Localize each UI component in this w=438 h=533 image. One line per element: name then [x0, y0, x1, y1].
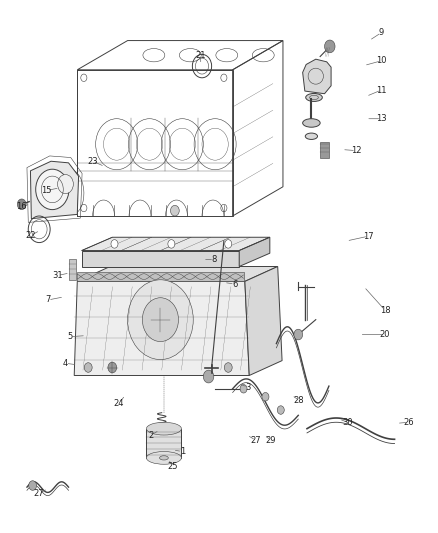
- Circle shape: [35, 169, 69, 209]
- Text: 30: 30: [342, 418, 352, 427]
- Polygon shape: [302, 59, 330, 94]
- Ellipse shape: [146, 451, 181, 464]
- Ellipse shape: [305, 93, 321, 101]
- Circle shape: [240, 384, 247, 393]
- Text: 27: 27: [33, 489, 44, 498]
- Text: 26: 26: [403, 418, 413, 427]
- Text: 9: 9: [378, 28, 383, 37]
- Text: 16: 16: [16, 203, 27, 212]
- Circle shape: [142, 298, 178, 342]
- Text: 4: 4: [63, 359, 68, 368]
- Text: 27: 27: [250, 436, 261, 445]
- Text: 11: 11: [375, 85, 386, 94]
- Polygon shape: [81, 251, 239, 266]
- Text: 18: 18: [379, 305, 389, 314]
- Polygon shape: [81, 237, 269, 251]
- Ellipse shape: [304, 133, 317, 140]
- Circle shape: [127, 280, 193, 360]
- Ellipse shape: [302, 119, 319, 127]
- Text: 25: 25: [167, 463, 177, 471]
- Text: 31: 31: [52, 271, 63, 280]
- Circle shape: [111, 240, 118, 248]
- Text: 20: 20: [379, 330, 389, 339]
- Text: 6: 6: [232, 279, 237, 288]
- Text: 13: 13: [375, 114, 386, 123]
- Circle shape: [57, 174, 73, 193]
- Text: 24: 24: [113, 399, 124, 408]
- Text: 22: 22: [25, 231, 35, 240]
- Text: 8: 8: [211, 255, 216, 264]
- Text: 2: 2: [148, 431, 153, 440]
- Polygon shape: [74, 281, 249, 375]
- Circle shape: [84, 363, 92, 372]
- Circle shape: [261, 392, 268, 401]
- Text: 21: 21: [195, 51, 205, 60]
- Text: 7: 7: [45, 295, 50, 304]
- Polygon shape: [239, 237, 269, 266]
- Circle shape: [108, 362, 117, 373]
- Polygon shape: [77, 272, 243, 281]
- Text: 17: 17: [362, 232, 373, 241]
- Circle shape: [293, 329, 302, 340]
- Text: 1: 1: [179, 447, 184, 456]
- Text: 10: 10: [375, 56, 386, 65]
- Bar: [69, 259, 76, 280]
- Ellipse shape: [146, 422, 181, 435]
- Circle shape: [17, 199, 26, 209]
- Circle shape: [324, 40, 334, 53]
- Circle shape: [224, 363, 232, 372]
- Circle shape: [167, 240, 174, 248]
- Bar: [146, 429, 181, 458]
- Text: 15: 15: [41, 186, 52, 195]
- Polygon shape: [30, 161, 78, 219]
- Circle shape: [170, 205, 179, 216]
- Circle shape: [203, 370, 213, 383]
- Circle shape: [277, 406, 284, 414]
- Text: 12: 12: [350, 146, 360, 155]
- Circle shape: [224, 240, 231, 248]
- Polygon shape: [77, 266, 277, 281]
- Text: 3: 3: [245, 383, 250, 392]
- Text: 28: 28: [293, 396, 304, 405]
- Bar: [319, 142, 328, 158]
- Polygon shape: [244, 266, 282, 375]
- Text: 5: 5: [67, 332, 72, 341]
- Text: 23: 23: [87, 157, 98, 166]
- Text: 29: 29: [265, 436, 276, 445]
- Circle shape: [28, 481, 36, 490]
- Ellipse shape: [159, 456, 168, 460]
